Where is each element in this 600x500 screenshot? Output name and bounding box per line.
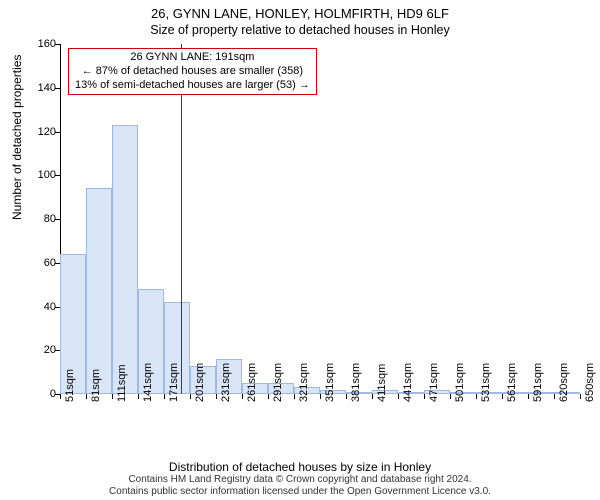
x-tick: [164, 394, 165, 399]
x-tick: [294, 394, 295, 399]
y-tick-label: 60: [26, 257, 56, 269]
y-tick-label: 20: [26, 344, 56, 356]
y-tick-label: 40: [26, 301, 56, 313]
x-tick-label: 561sqm: [506, 363, 518, 402]
x-tick: [216, 394, 217, 399]
x-tick: [86, 394, 87, 399]
x-tick-label: 650sqm: [584, 363, 596, 402]
x-tick-label: 591sqm: [532, 363, 544, 402]
chart-container: { "title": "26, GYNN LANE, HONLEY, HOLMF…: [0, 0, 600, 500]
x-tick: [346, 394, 347, 399]
x-tick-label: 51sqm: [64, 369, 76, 402]
x-tick: [138, 394, 139, 399]
y-tick-label: 80: [26, 213, 56, 225]
x-tick: [580, 394, 581, 399]
x-tick: [190, 394, 191, 399]
histogram-bar: [112, 125, 138, 394]
footer-line-2: Contains public sector information licen…: [0, 486, 600, 498]
x-tick: [242, 394, 243, 399]
x-tick-label: 141sqm: [142, 363, 154, 402]
x-tick: [268, 394, 269, 399]
x-tick-label: 231sqm: [220, 363, 232, 402]
x-tick-label: 201sqm: [194, 363, 206, 402]
x-tick-label: 261sqm: [246, 363, 258, 402]
x-tick-label: 531sqm: [480, 363, 492, 402]
x-tick-label: 351sqm: [324, 363, 336, 402]
x-tick-label: 501sqm: [454, 363, 466, 402]
histogram-bar: [86, 188, 112, 394]
x-tick: [112, 394, 113, 399]
x-tick: [450, 394, 451, 399]
reference-line: [181, 44, 182, 394]
x-tick-label: 321sqm: [298, 363, 310, 402]
x-tick: [372, 394, 373, 399]
plot-area: 26 GYNN LANE: 191sqm← 87% of detached ho…: [60, 44, 580, 394]
x-axis-label: Distribution of detached houses by size …: [0, 460, 600, 474]
y-tick-label: 0: [26, 388, 56, 400]
y-tick-label: 160: [26, 38, 56, 50]
x-tick-label: 381sqm: [350, 363, 362, 402]
x-tick-label: 471sqm: [428, 363, 440, 402]
callout-box: 26 GYNN LANE: 191sqm← 87% of detached ho…: [68, 48, 317, 95]
y-tick-label: 100: [26, 169, 56, 181]
x-tick: [528, 394, 529, 399]
chart-title: 26, GYNN LANE, HONLEY, HOLMFIRTH, HD9 6L…: [0, 6, 600, 21]
x-tick-label: 411sqm: [376, 364, 388, 402]
chart-subtitle: Size of property relative to detached ho…: [0, 23, 600, 37]
x-tick: [476, 394, 477, 399]
footer-line-1: Contains HM Land Registry data © Crown c…: [0, 474, 600, 486]
y-tick-label: 140: [26, 82, 56, 94]
x-tick-label: 171sqm: [168, 363, 180, 402]
x-tick-label: 81sqm: [90, 369, 102, 402]
y-tick-label: 120: [26, 126, 56, 138]
x-tick: [424, 394, 425, 399]
callout-line-1: 26 GYNN LANE: 191sqm: [75, 51, 310, 65]
footer-attribution: Contains HM Land Registry data © Crown c…: [0, 474, 600, 498]
x-tick: [554, 394, 555, 399]
x-tick: [398, 394, 399, 399]
x-tick: [502, 394, 503, 399]
y-axis-label: Number of detached properties: [10, 55, 24, 220]
x-tick-label: 441sqm: [402, 363, 414, 402]
callout-line-3: 13% of semi-detached houses are larger (…: [75, 79, 310, 93]
callout-line-2: ← 87% of detached houses are smaller (35…: [75, 65, 310, 79]
x-tick-label: 620sqm: [558, 363, 570, 402]
x-tick-label: 111sqm: [116, 364, 128, 402]
x-tick-label: 291sqm: [272, 363, 284, 402]
x-tick: [320, 394, 321, 399]
x-tick: [60, 394, 61, 399]
